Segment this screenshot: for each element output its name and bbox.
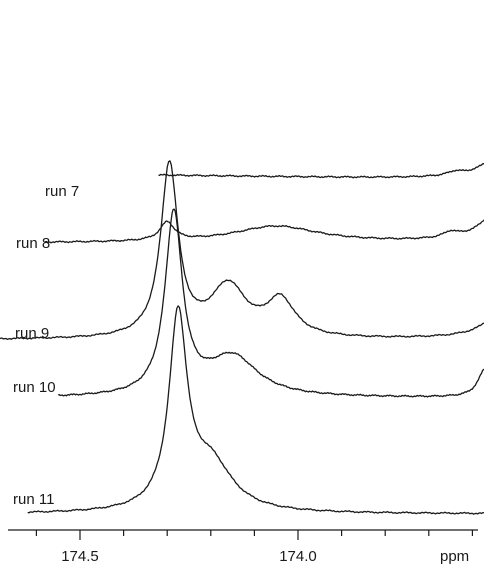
series-line-run-8: [44, 218, 484, 244]
run-labels: run 7 run 8 run 9 run 10 run 11: [13, 183, 79, 508]
series-line-run-9: [0, 160, 484, 341]
series-line-run-10: [57, 208, 484, 398]
series-line-run-7: [158, 162, 484, 179]
spectrum-traces: [0, 160, 484, 515]
series-label-run-9: run 9: [15, 325, 49, 342]
tick-label: 174.5: [61, 548, 99, 565]
series-label-run-10: run 10: [13, 379, 56, 396]
series-label-run-7: run 7: [45, 183, 79, 200]
series-label-run-8: run 8: [16, 235, 50, 252]
series-label-run-11: run 11: [13, 491, 54, 508]
x-axis-ticks: [35, 530, 473, 540]
tick-label: 174.0: [279, 548, 317, 565]
x-axis-unit-label: ppm: [440, 548, 469, 565]
series-line-run-11: [27, 305, 484, 515]
